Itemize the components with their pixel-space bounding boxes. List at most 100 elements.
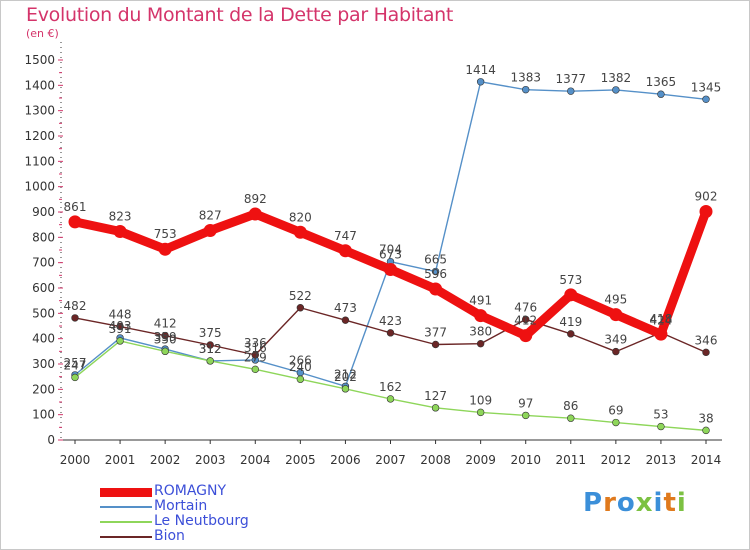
data-point-bion bbox=[612, 347, 620, 356]
data-label-bion: 377 bbox=[424, 325, 447, 339]
data-label-romagny: 747 bbox=[334, 229, 357, 243]
data-point-le-neutbourg bbox=[386, 395, 395, 403]
data-point-le-neutbourg bbox=[206, 357, 214, 365]
x-tick-label: 2003 bbox=[195, 453, 226, 467]
data-label-mortain: 665 bbox=[424, 253, 447, 267]
data-point-mortain bbox=[657, 90, 665, 98]
data-label-bion: 522 bbox=[289, 289, 312, 303]
data-label-romagny: 596 bbox=[424, 267, 447, 281]
data-point-bion bbox=[522, 315, 530, 324]
data-label-le-neutbourg: 247 bbox=[64, 358, 87, 372]
data-point-romagny bbox=[699, 204, 713, 218]
data-label-le-neutbourg: 240 bbox=[289, 360, 312, 374]
data-point-le-neutbourg bbox=[476, 408, 485, 417]
data-label-mortain: 1377 bbox=[556, 72, 587, 86]
data-point-romagny bbox=[203, 223, 217, 237]
data-label-bion: 448 bbox=[109, 308, 132, 322]
x-tick-label: 2005 bbox=[285, 453, 316, 467]
data-label-romagny: 495 bbox=[604, 293, 627, 307]
data-point-le-neutbourg bbox=[612, 418, 620, 427]
x-tick-label: 2012 bbox=[601, 453, 632, 467]
data-point-le-neutbourg bbox=[296, 375, 305, 383]
data-label-bion: 424 bbox=[649, 314, 672, 328]
data-point-bion bbox=[296, 304, 305, 312]
logo-letter: i bbox=[676, 488, 687, 518]
data-label-romagny: 823 bbox=[109, 210, 132, 224]
axes: 0 100 200 300 400 500 600 700 800 900 1000 1100 1200… bbox=[24, 42, 722, 467]
data-label-bion: 375 bbox=[199, 326, 222, 340]
data-label-mortain: 403 bbox=[109, 319, 132, 333]
logo-letter: i bbox=[653, 488, 664, 518]
data-point-romagny bbox=[429, 282, 443, 296]
data-point-bion bbox=[702, 348, 710, 357]
data-point-romagny bbox=[564, 288, 578, 302]
data-label-bion: 473 bbox=[334, 301, 357, 315]
data-label-bion: 380 bbox=[469, 325, 492, 339]
data-point-romagny bbox=[384, 263, 397, 277]
y-tick-label: 1200 bbox=[24, 129, 55, 143]
data-point-romagny bbox=[113, 225, 127, 239]
data-point-romagny bbox=[293, 225, 307, 239]
data-point-bion bbox=[567, 330, 575, 338]
y-tick-label: 1500 bbox=[24, 53, 55, 67]
data-label-mortain: 359 bbox=[154, 330, 177, 344]
data-label-mortain: 266 bbox=[289, 354, 312, 368]
data-label-le-neutbourg: 279 bbox=[244, 350, 267, 364]
data-point-bion bbox=[476, 340, 485, 348]
data-label-romagny: 827 bbox=[199, 208, 222, 222]
unit-label: (en €) bbox=[26, 27, 59, 40]
x-tick-label: 2007 bbox=[375, 453, 406, 467]
logo-letter: x bbox=[635, 488, 654, 518]
legend-label: Bion bbox=[154, 528, 185, 544]
chart-title: Evolution du Montant de la Dette par Hab… bbox=[26, 4, 454, 26]
x-tick-label: 2014 bbox=[691, 453, 722, 467]
logo-letter: o bbox=[616, 488, 636, 518]
y-tick-label: 0 bbox=[47, 433, 55, 447]
data-point-mortain bbox=[431, 267, 440, 276]
data-point-le-neutbourg bbox=[116, 337, 124, 345]
data-point-bion bbox=[206, 341, 214, 349]
data-point-le-neutbourg bbox=[431, 404, 440, 412]
data-label-romagny: 412 bbox=[514, 314, 537, 328]
data-point-mortain bbox=[702, 95, 710, 103]
x-tick-label: 2006 bbox=[330, 453, 361, 467]
data-label-mortain: 1345 bbox=[691, 80, 722, 94]
logo-letter: t bbox=[663, 488, 677, 518]
data-point-romagny bbox=[474, 309, 488, 323]
data-point-le-neutbourg bbox=[341, 385, 350, 393]
x-tick-label: 2000 bbox=[60, 453, 91, 467]
data-point-le-neutbourg bbox=[161, 347, 169, 356]
data-label-le-neutbourg: 97 bbox=[518, 396, 533, 410]
data-label-le-neutbourg: 38 bbox=[698, 411, 713, 425]
y-tick-label: 1400 bbox=[24, 78, 55, 92]
legend-swatch bbox=[100, 487, 152, 497]
x-tick-label: 2008 bbox=[420, 453, 451, 467]
data-label-bion: 476 bbox=[514, 300, 537, 314]
data-label-le-neutbourg: 109 bbox=[469, 393, 492, 407]
data-point-le-neutbourg bbox=[522, 411, 530, 420]
data-label-mortain: 316 bbox=[244, 341, 267, 355]
y-tick-label: 1000 bbox=[24, 180, 55, 194]
y-tick-label: 700 bbox=[32, 256, 55, 270]
data-label-romagny: 861 bbox=[64, 200, 87, 214]
data-point-romagny bbox=[609, 308, 623, 322]
data-label-le-neutbourg: 53 bbox=[653, 408, 668, 422]
y-tick-label: 200 bbox=[32, 382, 55, 396]
data-label-romagny: 753 bbox=[154, 227, 177, 241]
data-point-le-neutbourg bbox=[657, 422, 665, 431]
data-label-mortain: 1383 bbox=[510, 71, 541, 85]
data-label-romagny: 491 bbox=[469, 294, 492, 308]
data-point-le-neutbourg bbox=[251, 365, 259, 374]
data-labels: 257 403 359 312 316 266 212 704 665 1414 1383 1377 1… bbox=[64, 63, 722, 426]
data-label-mortain: 1382 bbox=[601, 71, 632, 85]
data-point-romagny bbox=[519, 329, 533, 343]
data-label-le-neutbourg: 69 bbox=[608, 404, 623, 418]
y-tick-label: 1100 bbox=[24, 154, 55, 168]
data-label-romagny: 892 bbox=[244, 192, 267, 206]
data-label-romagny: 673 bbox=[379, 248, 402, 262]
logo-letter: r bbox=[603, 488, 617, 518]
data-point-bion bbox=[431, 340, 440, 349]
data-point-le-neutbourg bbox=[71, 373, 79, 382]
